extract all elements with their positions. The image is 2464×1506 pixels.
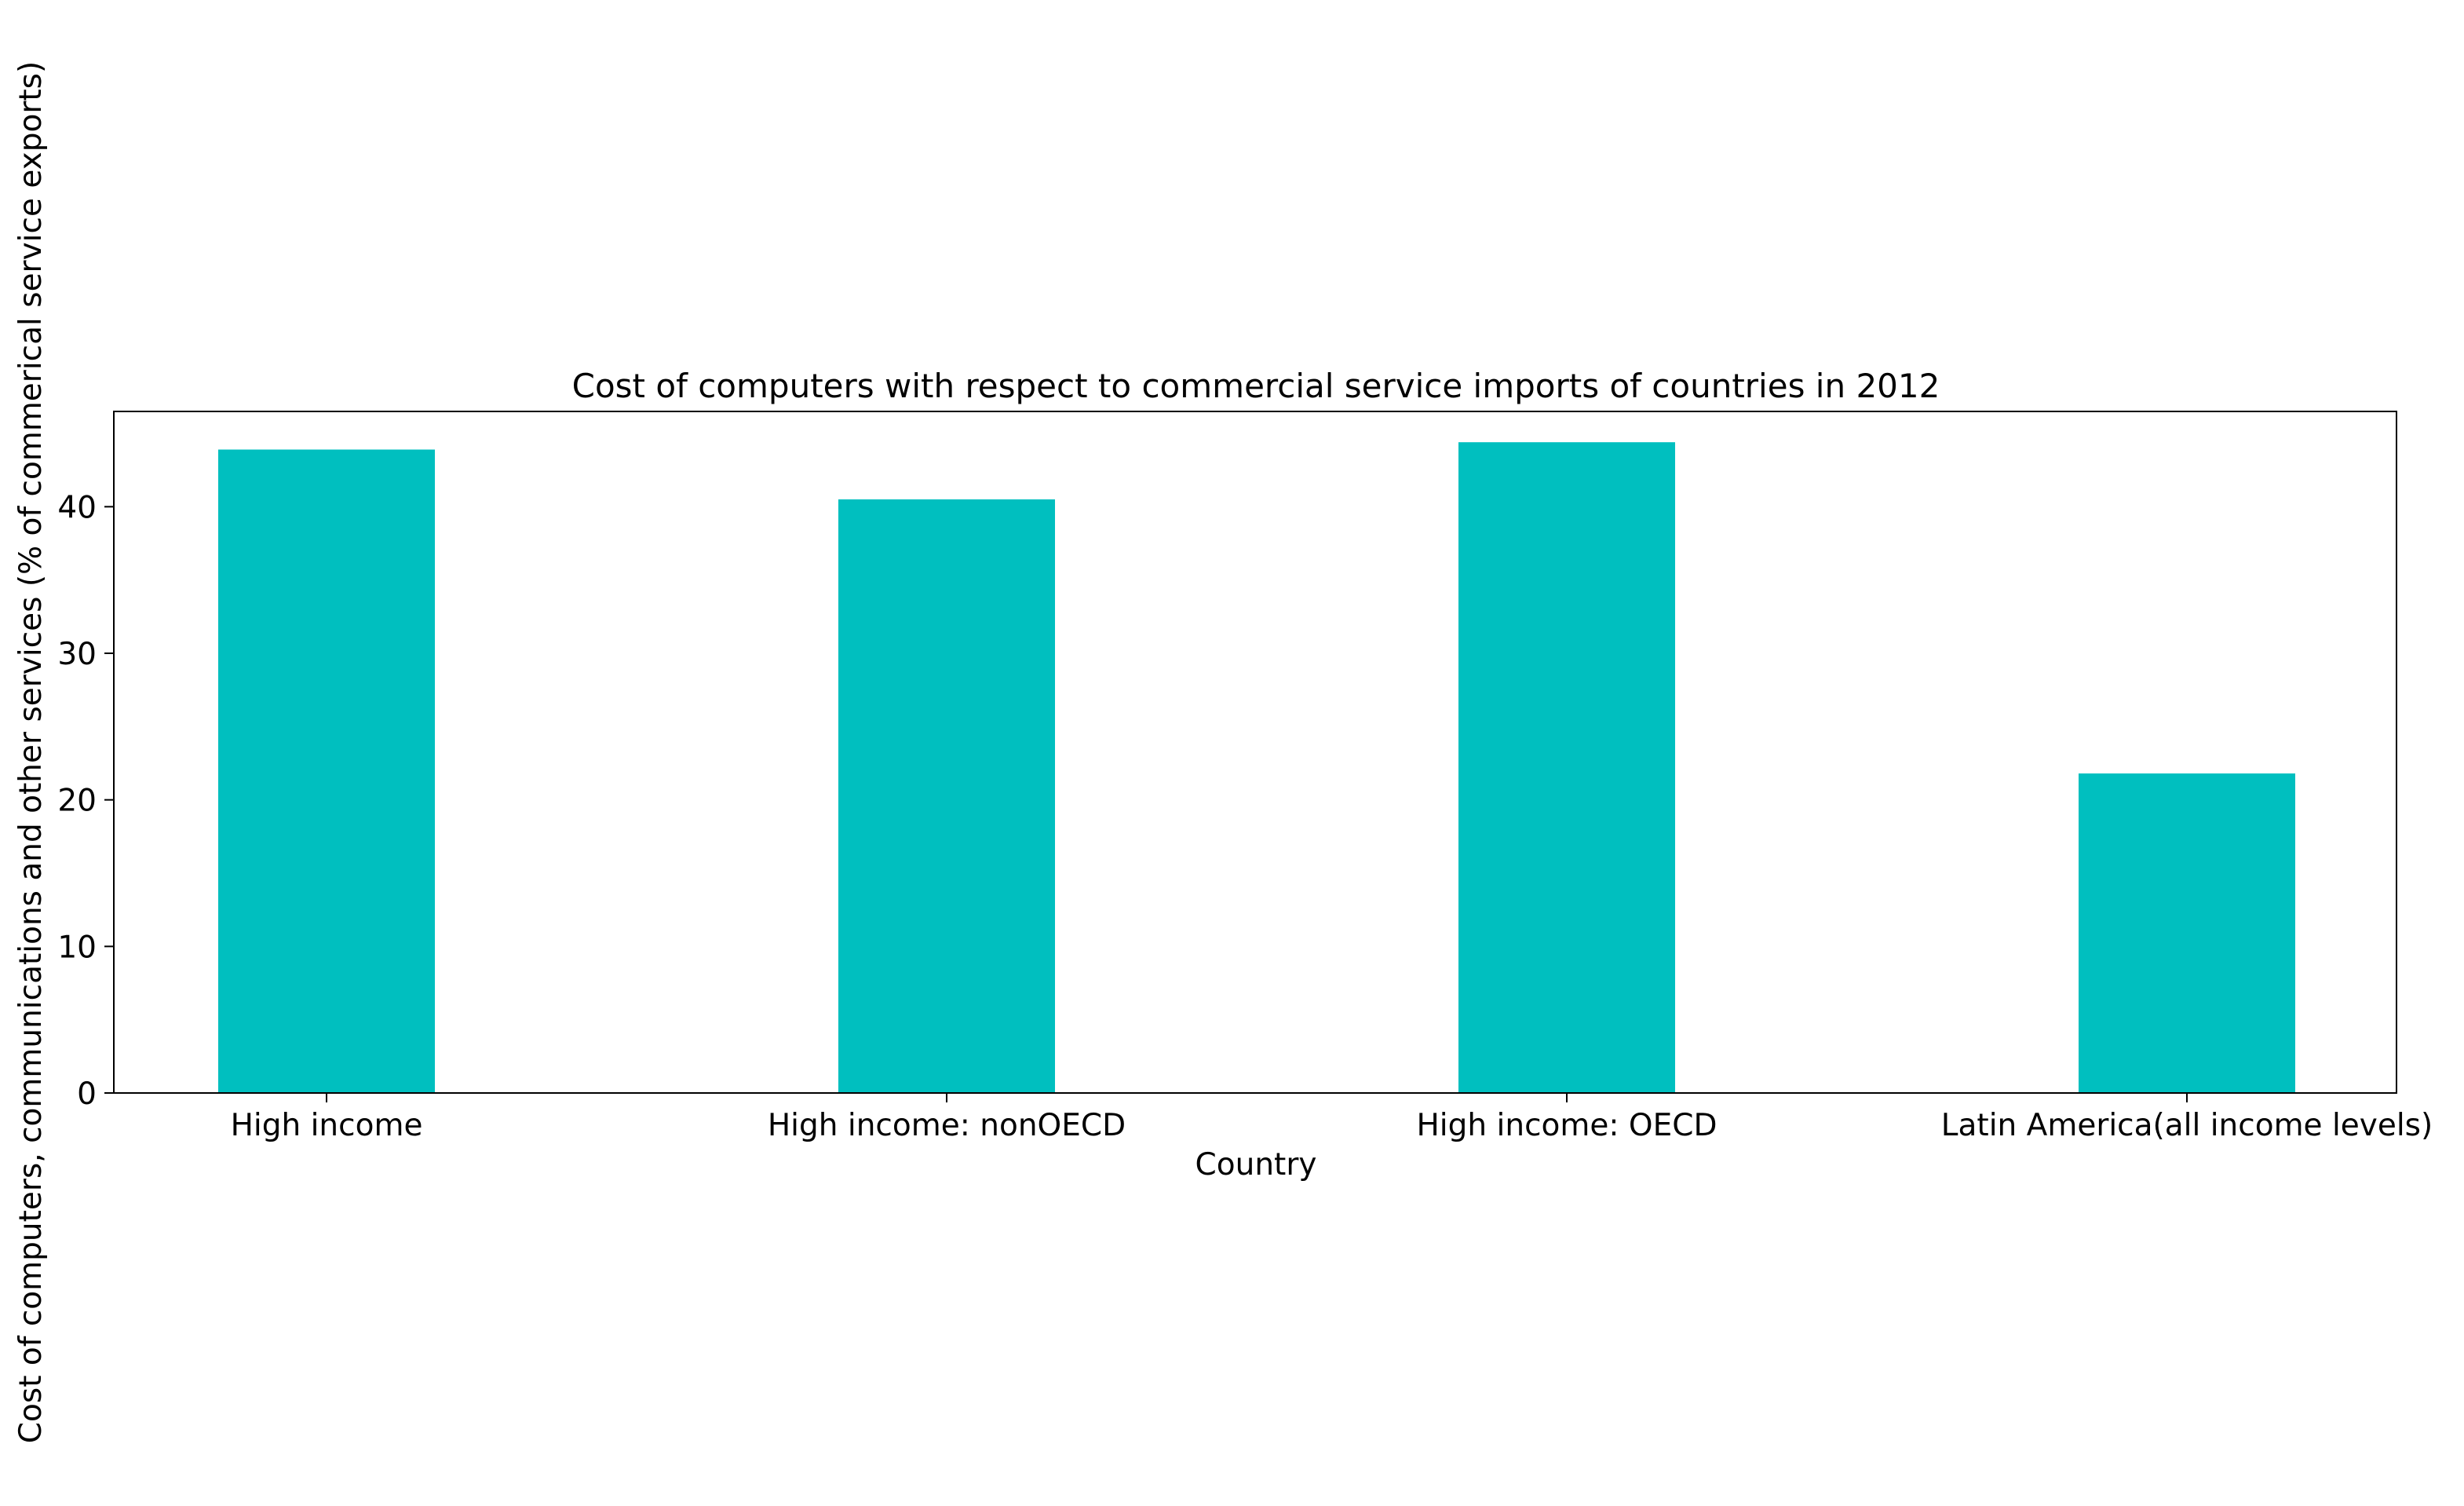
x-tick-label: High income xyxy=(231,1108,423,1143)
bars-group xyxy=(218,442,2295,1093)
y-tick-label: 30 xyxy=(57,637,97,672)
y-axis-ticks: 0 10 20 30 40 xyxy=(57,490,114,1112)
plot-frame xyxy=(113,411,2397,1094)
y-tick-label: 20 xyxy=(57,784,97,819)
bar-high-income xyxy=(218,449,435,1093)
x-tick-label: High income: OECD xyxy=(1416,1108,1717,1143)
y-tick-label: 0 xyxy=(77,1076,97,1112)
x-tick-label: High income: nonOECD xyxy=(768,1108,1126,1143)
bar-high-income-oecd xyxy=(1458,442,1675,1093)
y-tick-label: 10 xyxy=(57,930,97,965)
chart-title: Cost of computers with respect to commer… xyxy=(572,367,1940,405)
bar-latin-america-all-income-levels xyxy=(2079,773,2295,1093)
x-axis-ticks: High income High income: nonOECD High inco… xyxy=(231,1093,2433,1143)
y-axis-label: Cost of computers, communications and ot… xyxy=(13,61,49,1443)
x-tick-label: Latin America(all income levels) xyxy=(1941,1108,2433,1143)
x-axis-label: Country xyxy=(1195,1147,1317,1183)
bar-high-income-nonoecd xyxy=(838,499,1055,1093)
y-tick-label: 40 xyxy=(57,490,97,525)
